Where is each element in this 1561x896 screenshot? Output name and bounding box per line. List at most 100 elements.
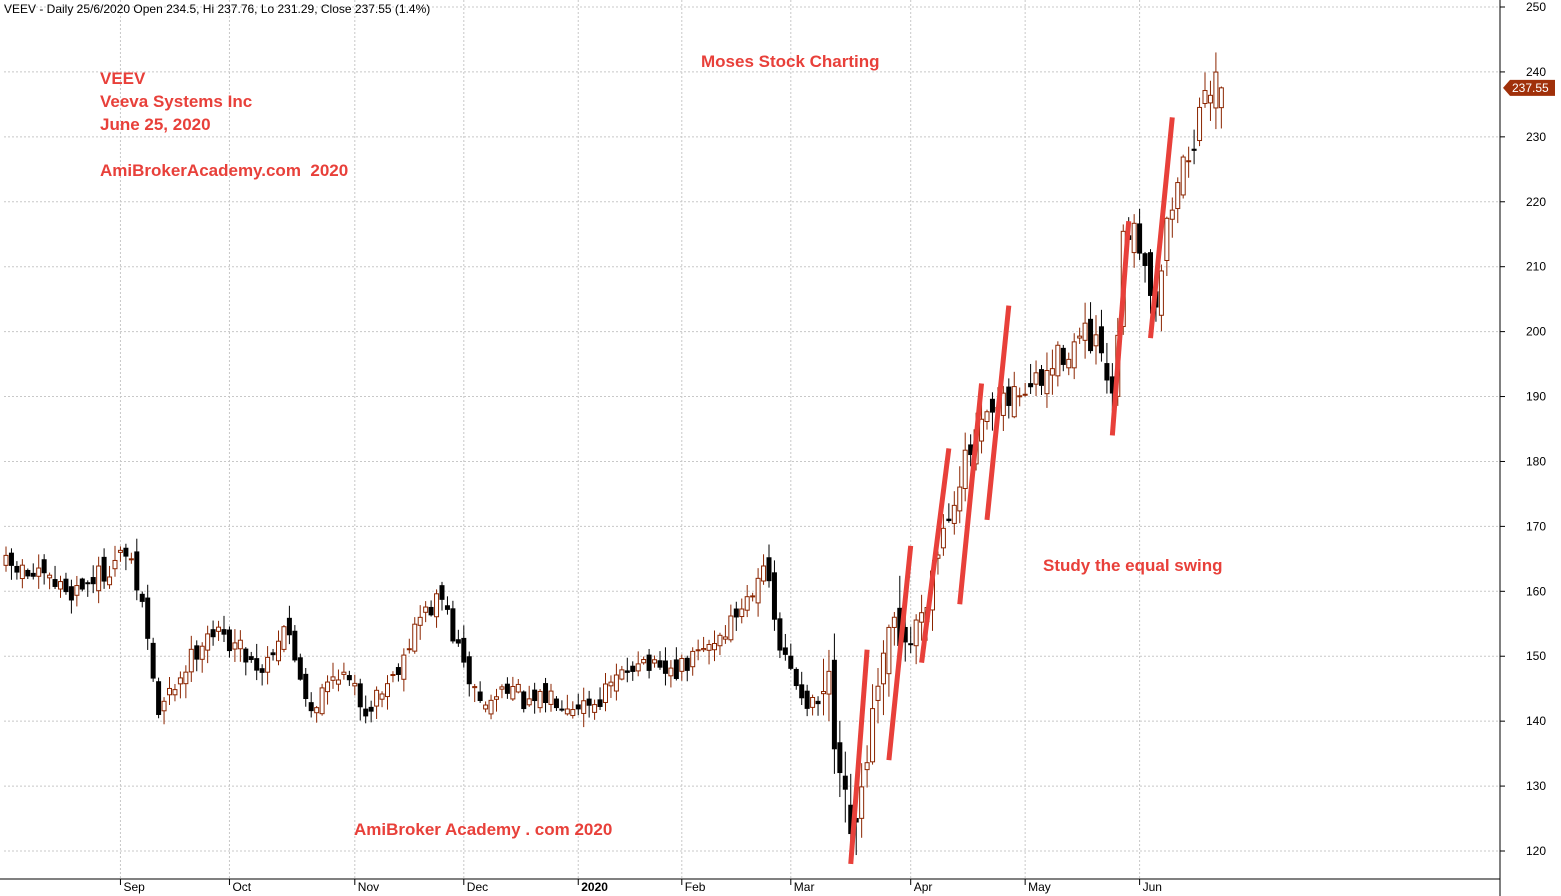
candle-down [782,633,788,661]
candle-body [1022,393,1028,396]
candle-body [831,659,837,750]
candle-up [374,686,380,719]
candle-up [1093,315,1099,365]
candle-body [662,660,668,674]
candle-body [363,708,369,717]
candle-body [608,681,614,687]
candle-body [303,673,309,700]
candle-body [624,670,630,673]
x-tick-label: 2020 [581,880,608,894]
candle-body [564,708,570,715]
candle-body [684,657,690,671]
candle-body [592,704,598,713]
candle-down [543,677,549,713]
candle-up [679,654,685,681]
candle-up [36,554,42,589]
candle-up [717,632,723,656]
swing-line [1109,221,1132,436]
candle-up [1175,177,1181,224]
candle-body [842,775,848,790]
candle-body [673,659,679,679]
candle-up [276,630,281,666]
candle-body [581,700,587,714]
candle-up [177,671,183,699]
candle-body [205,633,211,651]
candle-body [319,687,325,715]
x-tick-label: Nov [358,880,379,894]
candle-body [717,634,723,647]
candle-body [668,667,674,677]
candle-body [989,398,995,413]
candle-down [292,625,298,663]
candle-body [733,608,739,618]
candle-up [325,675,331,705]
swing-line [848,649,870,865]
candle-down [79,577,85,592]
candle-down [766,544,772,588]
candle-up [379,691,385,708]
candle-body [352,682,358,687]
candle-body [450,608,456,642]
candle-down [52,565,58,589]
candle-body [226,629,232,652]
candle-body [1060,347,1066,365]
candle-down [1191,129,1197,165]
candle-body [58,581,63,590]
candle-body [19,564,25,580]
candle-body [96,565,102,592]
candle-down [243,647,249,676]
candle-up [1033,360,1039,396]
candle-body [417,616,423,626]
candle-down [1098,309,1104,362]
candle-up [613,663,619,701]
candle-body [368,706,374,712]
candle-up [919,594,925,641]
candle-up [537,689,543,713]
candle-down [646,648,652,679]
candle-body [156,681,162,715]
candle-down [150,637,156,682]
candle-body [210,629,216,638]
candle-down [25,568,31,580]
candle-body [821,691,826,695]
candle-body [1169,209,1175,220]
candle-down [123,543,129,571]
candle-up [744,584,750,618]
candle-down [521,690,527,713]
candle-down [673,647,679,681]
candle-body [1191,148,1197,151]
y-tick-label: 140 [1526,714,1546,728]
candle-down [842,751,848,823]
candle-body [357,683,363,708]
candle-up [810,694,816,716]
candle-body [526,698,532,706]
candle-body [112,559,118,570]
candle-down [1142,251,1148,283]
last-price-tag: 237.55 [1503,79,1555,96]
y-tick-label: 200 [1526,325,1546,339]
candle-up [117,546,123,562]
candle-up [755,568,761,617]
candle-up [401,648,407,692]
candle-body [537,690,543,709]
candle-body [41,559,47,574]
candle-down [532,682,538,714]
candle-down [1104,342,1110,394]
candle-up [1186,146,1192,178]
candle-body [335,679,341,685]
candle-up [722,625,728,644]
candle-up [570,701,576,719]
candle-body [461,637,467,663]
candle-down [1039,364,1044,395]
candle-body [543,683,549,704]
candle-up [216,620,222,641]
candle-up [341,662,347,680]
candle-body [434,593,440,618]
candle-down [444,596,450,615]
x-tick-label: May [1028,880,1051,894]
x-tick-label: Mar [794,880,815,894]
candle-up [962,432,968,502]
candle-body [728,615,734,641]
candle-up [695,639,701,661]
